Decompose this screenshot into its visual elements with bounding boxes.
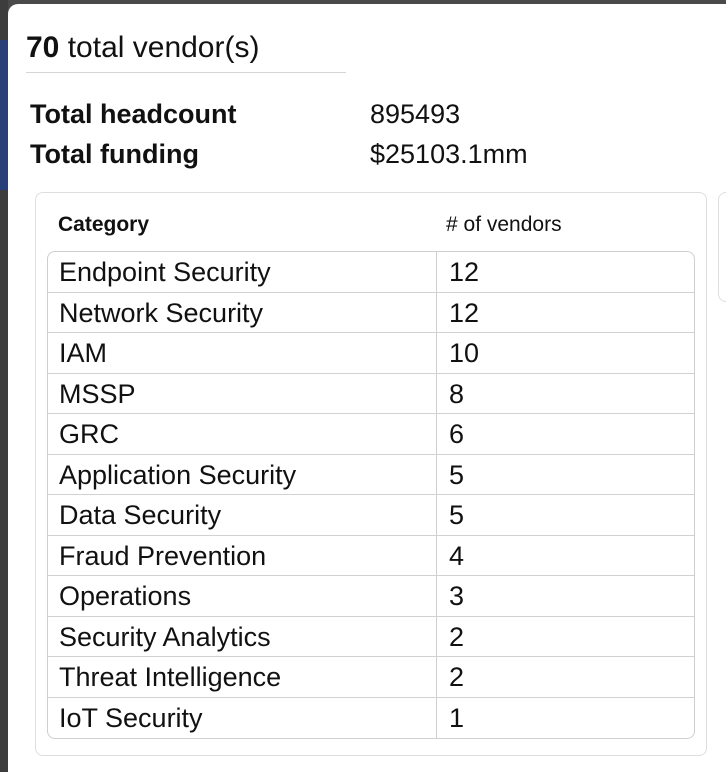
count-cell: 3: [449, 581, 465, 611]
category-table: Endpoint Security 12 Network Security 12…: [47, 251, 695, 739]
vendor-summary-panel: 70 total vendor(s) Total headcount 89549…: [8, 4, 726, 772]
table-row: IoT Security 1: [48, 697, 694, 738]
count-cell: 12: [449, 297, 480, 328]
table-header: Category # of vendors: [58, 209, 698, 241]
category-cell: Operations: [48, 576, 437, 616]
column-header-count: # of vendors: [446, 213, 562, 236]
category-cell: Fraud Prevention: [48, 535, 437, 575]
count-cell: 12: [449, 257, 480, 287]
vendor-count: 70: [26, 31, 60, 64]
category-cell: IoT Security: [48, 697, 437, 738]
adjacent-card: [718, 192, 726, 302]
count-cell: 8: [449, 378, 465, 409]
count-cell: 10: [449, 338, 480, 368]
count-cell: 1: [449, 702, 465, 733]
count-cell: 2: [449, 662, 465, 692]
table-row: IAM 10: [48, 333, 694, 374]
category-cell: Endpoint Security: [48, 252, 437, 292]
count-cell: 5: [449, 500, 465, 530]
category-cell: GRC: [48, 414, 437, 454]
column-header-category: Category: [58, 213, 150, 236]
table-row: Network Security 12: [48, 292, 694, 333]
count-cell: 2: [449, 621, 465, 652]
table-row: Operations 3: [48, 576, 694, 617]
table-row: Threat Intelligence 2: [48, 657, 694, 698]
count-cell: 5: [449, 459, 465, 490]
category-cell: Application Security: [48, 454, 437, 494]
table-row: Application Security 5: [48, 454, 694, 495]
category-cell: Network Security: [48, 292, 437, 332]
stat-value: 895493: [370, 99, 461, 129]
category-cell: Security Analytics: [48, 616, 437, 656]
category-card: Category # of vendors Endpoint Security …: [35, 192, 707, 756]
table-row: MSSP 8: [48, 373, 694, 414]
stat-label: Total headcount: [30, 99, 237, 129]
table-row: Endpoint Security 12: [48, 252, 694, 293]
count-cell: 4: [449, 540, 465, 571]
count-cell: 6: [449, 419, 465, 449]
background-element: [0, 40, 8, 190]
stat-value: $25103.1mm: [370, 139, 528, 169]
category-cell: MSSP: [48, 373, 437, 413]
background-overlay: [0, 0, 8, 772]
vendor-count-suffix: total vendor(s): [67, 31, 260, 64]
vendor-count-title: 70 total vendor(s): [26, 28, 346, 73]
table-row: Fraud Prevention 4: [48, 535, 694, 576]
category-cell: Data Security: [48, 495, 437, 535]
table-row: GRC 6: [48, 414, 694, 455]
category-cell: Threat Intelligence: [48, 657, 437, 697]
table-row: Data Security 5: [48, 495, 694, 536]
category-cell: IAM: [48, 333, 437, 373]
table-row: Security Analytics 2: [48, 616, 694, 657]
stat-label: Total funding: [30, 139, 199, 169]
